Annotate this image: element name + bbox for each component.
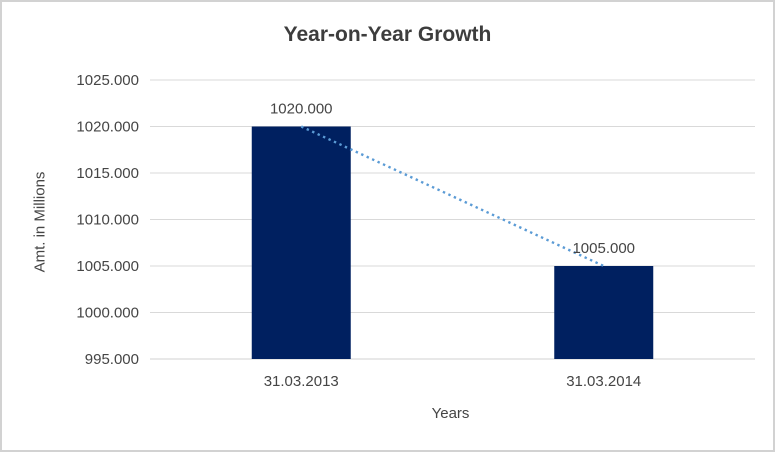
- trendline[interactable]: [300, 125, 605, 268]
- chart-title: Year-on-Year Growth: [283, 23, 492, 46]
- data-label: 1020.000: [270, 101, 333, 118]
- data-label: 1005.000: [572, 240, 635, 257]
- y-tick-label: 995.000: [85, 351, 139, 368]
- y-tick-label: 1015.000: [76, 165, 139, 182]
- y-tick-label: 1005.000: [76, 258, 139, 275]
- y-tick-label: 1020.000: [76, 119, 139, 136]
- y-tick-label: 1000.000: [76, 305, 139, 322]
- x-axis-title: Years: [431, 405, 470, 422]
- x-tick-label: 31.03.2014: [566, 373, 641, 390]
- x-tick-label: 31.03.2013: [264, 373, 339, 390]
- bar-31.03.2014[interactable]: [554, 266, 654, 359]
- y-tick-label: 1025.000: [76, 72, 139, 89]
- y-tick-label: 1010.000: [76, 212, 139, 229]
- bar-31.03.2013[interactable]: [251, 126, 351, 360]
